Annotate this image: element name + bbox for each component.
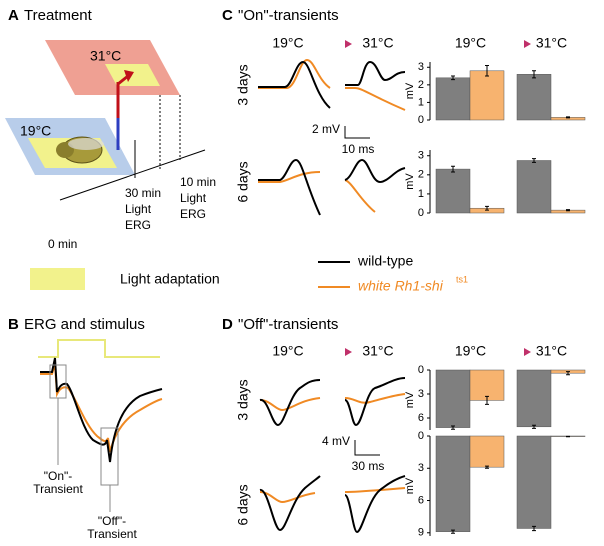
annotation: Transient [33,482,83,496]
bar [469,70,505,121]
bar [516,160,552,214]
bar [435,77,471,121]
arrow-head [345,40,352,48]
traces [258,58,406,216]
error-bar [451,165,455,173]
y-tick-label: 2 [418,169,424,181]
row-label: 6 days [235,484,251,525]
traces [259,377,406,534]
annotation: "On"- [44,469,73,483]
panel-title: Treatment [24,7,93,24]
condition-label: 19°C [272,35,303,51]
error-bar [532,70,536,79]
erg-diagram [38,339,163,512]
bar [516,369,552,428]
y-tick-label: 3 [418,150,424,162]
y-tick-label: 3 [418,61,424,73]
panel-title: "Off"-transients [238,316,338,333]
treatment-diagram [5,40,206,201]
arrow-head [524,348,531,356]
y-tick-label: 6 [418,494,424,506]
condition-label: 31°C [362,343,393,359]
panel-letter: B [8,316,19,333]
bar [435,369,471,428]
error-bar [532,158,536,163]
y-tick-label: 0 [418,364,424,376]
annotation: "Off"- [98,514,126,528]
y-tick-label: 0 [418,114,424,126]
bar [435,435,471,532]
time-label: 10 min [180,175,216,189]
bar [516,74,552,121]
panel-title: ERG and stimulus [24,316,145,333]
y-axis-label: mV [404,391,416,408]
legend-swatch [30,268,85,290]
error-bar [532,525,536,532]
annotation: Transient [87,527,137,541]
error-bar [532,424,536,429]
bar [469,435,505,468]
temperature-label: 31°C [90,48,121,64]
legend-label: wild-type [357,253,413,269]
category-label: 31°C [536,35,567,51]
y-tick-label: 2 [418,79,424,91]
time-label: 0 min [48,237,77,251]
row-label: 6 days [235,161,251,202]
error-bar [566,116,570,119]
condition-label: 31°C [362,35,393,51]
legend-superscript: ts1 [456,274,468,284]
y-tick-label: 1 [418,188,424,200]
y-tick-label: 3 [418,462,424,474]
y-tick-label: 9 [418,527,424,539]
error-bar [451,529,455,534]
y-axis-label: mV [404,477,416,494]
panel-title: "On"-transients [238,7,339,24]
bar [516,435,552,529]
y-axis-label: mV [404,82,416,99]
y-tick-label: 1 [418,96,424,108]
y-tick-label: 0 [418,207,424,219]
legend-label: Light adaptation [120,271,220,287]
error-bar [566,371,570,376]
y-axis-label: mV [404,173,416,190]
error-bar [451,75,455,81]
panel-letter: D [222,316,233,333]
arrow-head [345,348,352,356]
y-tick-label: 6 [418,412,424,424]
condition-label: 19°C [272,343,303,359]
time-label: 30 min [125,186,161,200]
error-bar [485,465,489,469]
scale-label: 2 mV [312,122,340,136]
time-label: Light [180,191,207,205]
time-label: Light [125,202,152,216]
legend-label: white Rh1-shi [358,278,444,294]
temperature-label: 19°C [20,123,51,139]
panel-letter: C [222,7,233,24]
category-label: 19°C [455,343,486,359]
row-label: 3 days [235,379,251,420]
category-label: 19°C [455,35,486,51]
bar [469,369,505,401]
error-bar [485,395,489,405]
error-bar [566,209,570,212]
row-label: 3 days [235,64,251,105]
time-label: ERG [125,218,151,232]
y-tick-label: 0 [418,430,424,442]
arrow-head [524,40,531,48]
category-label: 31°C [536,343,567,359]
time-label: ERG [180,207,206,221]
error-bar [485,65,489,77]
error-bar [485,205,489,211]
error-bar [451,425,455,430]
scale-label: 30 ms [352,459,385,473]
bar [435,168,471,214]
scale-label: 4 mV [322,434,350,448]
y-tick-label: 3 [418,388,424,400]
panel-letter: A [8,7,19,24]
scale-label: 10 ms [342,142,375,156]
